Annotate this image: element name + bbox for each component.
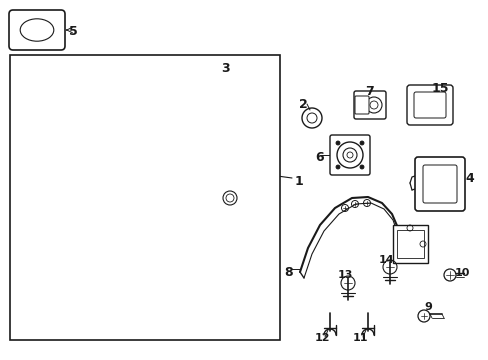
FancyBboxPatch shape bbox=[413, 92, 445, 118]
Text: 6: 6 bbox=[314, 151, 323, 164]
Ellipse shape bbox=[20, 19, 54, 41]
Text: 5: 5 bbox=[69, 25, 78, 38]
Bar bbox=[396, 230, 423, 258]
Circle shape bbox=[359, 165, 363, 169]
Circle shape bbox=[335, 165, 339, 169]
Text: 1: 1 bbox=[294, 175, 303, 188]
Text: 4: 4 bbox=[464, 172, 473, 185]
FancyBboxPatch shape bbox=[329, 135, 369, 175]
Text: 2: 2 bbox=[298, 98, 307, 111]
Text: 13: 13 bbox=[337, 270, 352, 280]
Text: 3: 3 bbox=[220, 62, 229, 75]
Text: 7: 7 bbox=[365, 85, 374, 98]
FancyBboxPatch shape bbox=[354, 96, 368, 114]
Text: 15: 15 bbox=[431, 82, 448, 95]
Text: 9: 9 bbox=[423, 302, 431, 312]
Circle shape bbox=[359, 141, 363, 145]
FancyBboxPatch shape bbox=[353, 91, 385, 119]
Text: 8: 8 bbox=[284, 266, 292, 279]
Bar bbox=[10, 55, 280, 340]
Circle shape bbox=[335, 141, 339, 145]
FancyBboxPatch shape bbox=[406, 85, 452, 125]
FancyBboxPatch shape bbox=[414, 157, 464, 211]
Text: 10: 10 bbox=[454, 268, 469, 278]
Text: 11: 11 bbox=[351, 333, 367, 343]
Bar bbox=[392, 225, 427, 263]
Text: 12: 12 bbox=[314, 333, 329, 343]
FancyBboxPatch shape bbox=[9, 10, 65, 50]
FancyBboxPatch shape bbox=[422, 165, 456, 203]
Text: 14: 14 bbox=[378, 255, 394, 265]
